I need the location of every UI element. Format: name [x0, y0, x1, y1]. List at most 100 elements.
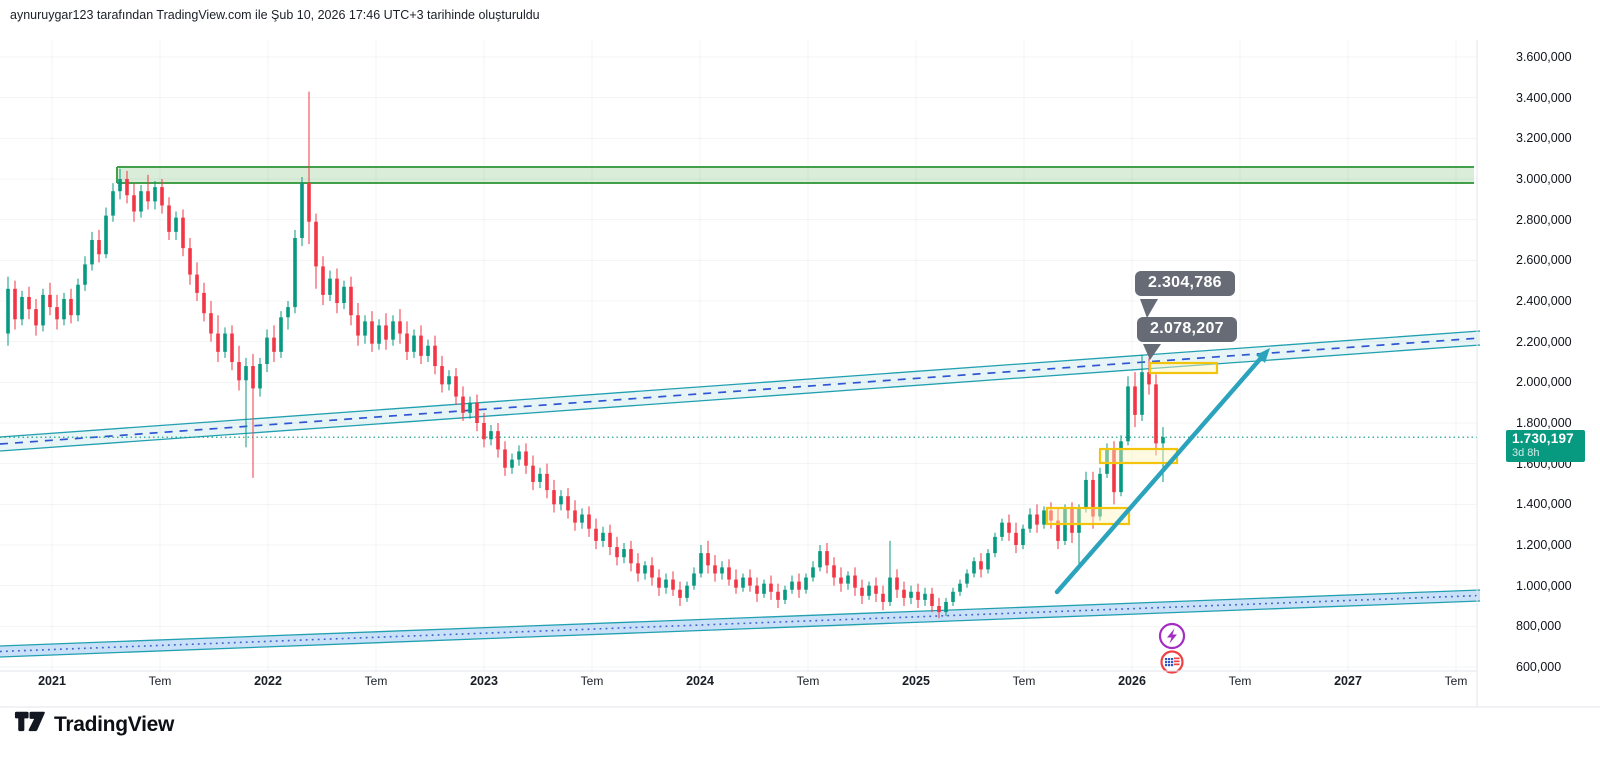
candle-body — [762, 583, 766, 594]
candle-body — [440, 366, 444, 385]
candle-body — [1084, 479, 1088, 509]
time-tick-label: 2024 — [686, 674, 714, 688]
candle-body — [573, 510, 577, 523]
candle-body — [1042, 510, 1046, 525]
candle-body — [335, 278, 339, 304]
candle-body — [13, 288, 17, 320]
candle-body — [125, 179, 129, 196]
candle-body — [839, 577, 843, 584]
candle-body — [608, 532, 612, 548]
candle-body — [783, 589, 787, 600]
candle-body — [748, 577, 752, 586]
candle-body — [496, 431, 500, 450]
price-tick-label: 2.000,000 — [1516, 375, 1572, 390]
candle-body — [678, 589, 682, 598]
candle-body — [986, 553, 990, 570]
tradingview-logo-icon — [14, 711, 45, 732]
candle-body — [1133, 386, 1137, 415]
candle-body — [244, 366, 248, 381]
price-callout-low[interactable]: 2.078,207 — [1137, 317, 1237, 342]
candle-body — [272, 337, 276, 352]
candle-body — [167, 205, 171, 232]
candle-body — [790, 581, 794, 590]
price-tick-label: 3.600,000 — [1516, 50, 1572, 64]
attribution-text: aynuruygar123 tarafından TradingView.com… — [10, 8, 540, 22]
candle-body — [909, 591, 913, 598]
callout-tail — [1143, 344, 1161, 360]
candle-body — [741, 577, 745, 588]
candle-body — [153, 187, 157, 202]
candle-body — [286, 307, 290, 318]
candle-body — [489, 431, 493, 440]
candle-body — [475, 402, 479, 423]
lightning-bolt — [1167, 628, 1177, 644]
candle-body — [944, 601, 948, 613]
candle-body — [713, 565, 717, 574]
time-tick-label: 2026 — [1118, 674, 1146, 688]
candle-body — [594, 528, 598, 541]
candle-body — [545, 473, 549, 491]
candle-body — [888, 577, 892, 602]
candle-body — [797, 581, 801, 590]
support-channel-center — [0, 594, 1481, 653]
flag-pixel — [1171, 664, 1174, 667]
candle-body — [972, 561, 976, 574]
candle-body — [1091, 479, 1095, 517]
candle-body — [1014, 532, 1018, 545]
price-tick-label: 3.000,000 — [1516, 172, 1572, 186]
candle-body — [1126, 386, 1130, 442]
candle-body — [1035, 514, 1039, 525]
candle-body — [895, 577, 899, 590]
support-channel-bottom — [0, 600, 1481, 658]
candle-body — [734, 579, 738, 588]
candle-body — [566, 496, 570, 511]
candle-body — [657, 577, 661, 588]
candle-body — [55, 307, 59, 320]
supply-zone[interactable] — [117, 167, 1474, 183]
time-tick-label: 2022 — [254, 674, 282, 688]
candle-body — [979, 561, 983, 570]
candle-body — [209, 313, 213, 334]
candle-body — [342, 286, 346, 304]
candle-body — [279, 317, 283, 352]
candle-body — [867, 585, 871, 596]
candle-body — [447, 376, 451, 385]
candle-body — [1140, 372, 1144, 415]
flag-pixel — [1168, 661, 1171, 664]
candle-body — [370, 321, 374, 344]
candle-body — [503, 449, 507, 468]
yellow-consolidation-box[interactable] — [1098, 447, 1179, 465]
candle-body — [860, 587, 864, 596]
candle-body — [405, 333, 409, 352]
support-channel[interactable] — [0, 590, 1480, 657]
candle-body — [307, 183, 311, 222]
callout-tail — [1140, 299, 1158, 318]
price-tick-label: 800,000 — [1516, 619, 1562, 634]
candle-body — [391, 321, 395, 340]
candle-body — [622, 549, 626, 558]
candle-body — [230, 333, 234, 362]
flag-pixel — [1168, 658, 1171, 661]
time-tick-label: Tem — [148, 674, 172, 688]
flag-stripe — [1174, 657, 1180, 660]
candle-body — [811, 567, 815, 578]
trend-arrow[interactable] — [1054, 355, 1264, 595]
flag-pixel — [1165, 661, 1168, 664]
candle-body — [104, 215, 108, 255]
flag-pixel — [1171, 661, 1174, 664]
candle-body — [1161, 437, 1165, 444]
tradingview-logo: TradingView — [14, 711, 174, 738]
price-callout-high[interactable]: 2.304,786 — [1135, 271, 1235, 296]
candle-body — [1021, 528, 1025, 545]
candle-body — [755, 585, 759, 594]
candle-body — [524, 451, 528, 466]
candle-body — [552, 490, 556, 505]
yellow-consolidation-box[interactable] — [1148, 361, 1219, 375]
candle-body — [510, 459, 514, 468]
yellow-consolidation-box[interactable] — [1045, 506, 1131, 526]
candle-body — [615, 547, 619, 558]
candle-body — [853, 575, 857, 588]
candle-body — [1098, 473, 1102, 517]
candle-body — [720, 567, 724, 574]
